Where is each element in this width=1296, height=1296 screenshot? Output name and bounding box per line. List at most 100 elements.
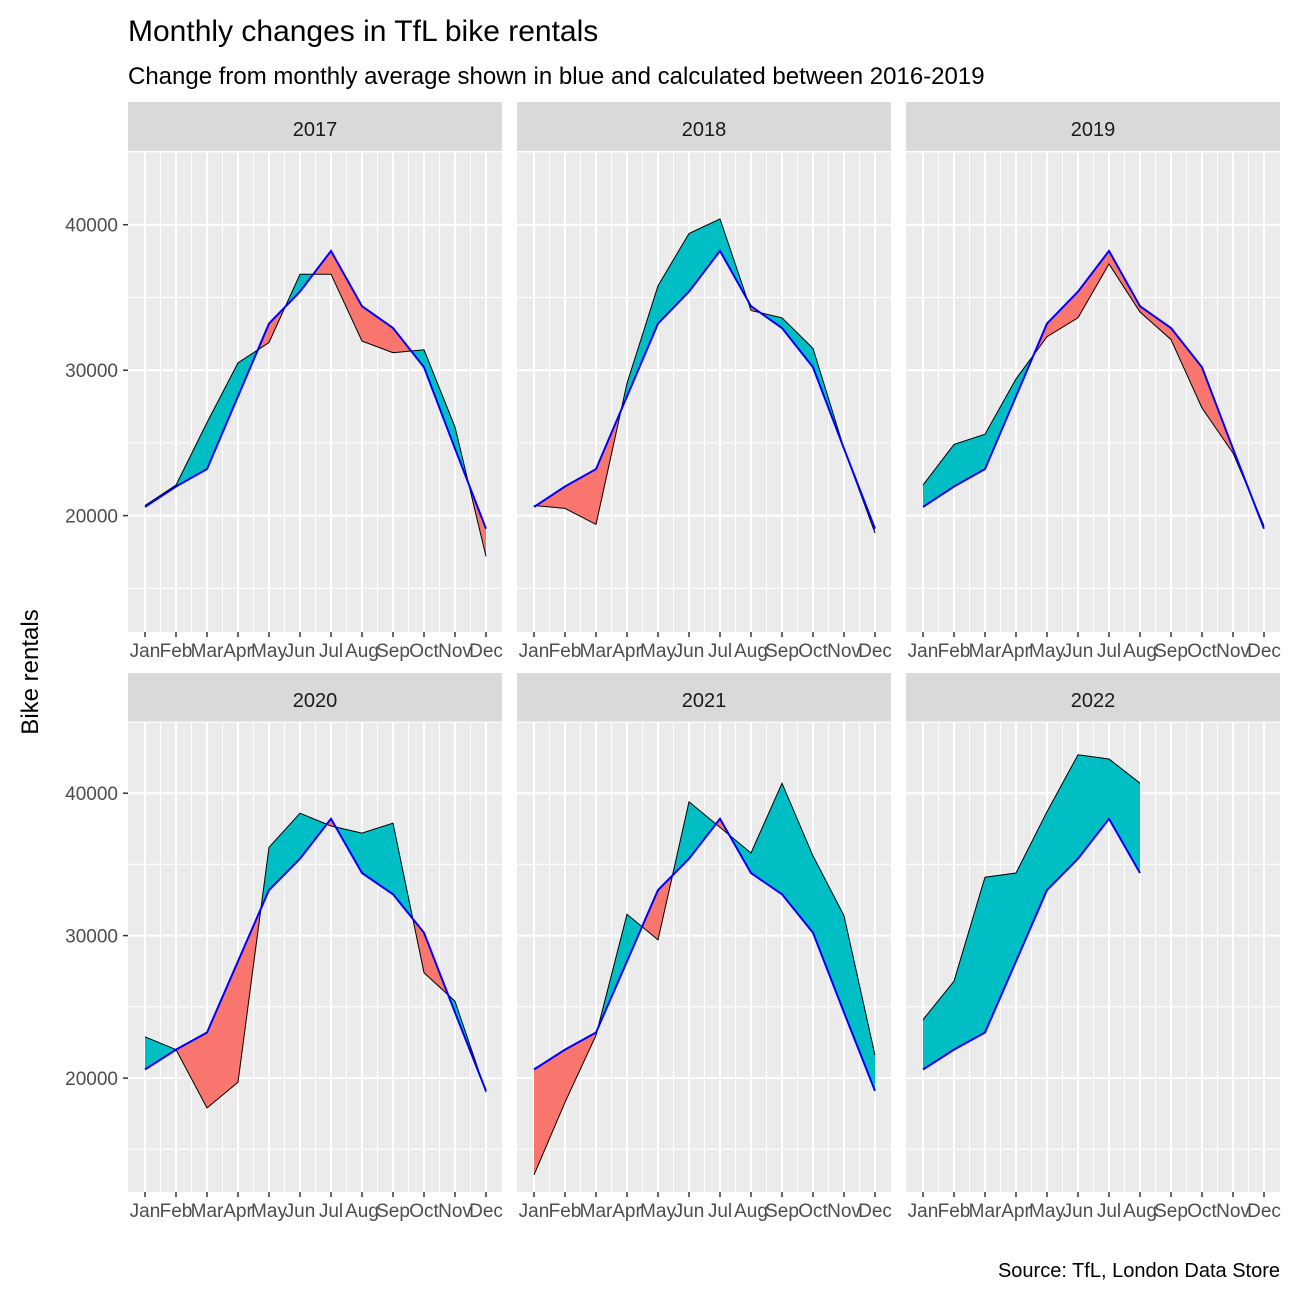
y-tick-label: 20000: [65, 1069, 118, 1090]
above-average-area: [627, 914, 642, 962]
x-tick-label: Jun: [285, 1201, 316, 1222]
below-average-area: [1078, 250, 1109, 318]
above-average-area: [782, 783, 813, 933]
facet-strip: [128, 102, 502, 151]
facet-strip: [906, 102, 1280, 151]
x-tick-label: Jun: [1063, 1201, 1094, 1222]
x-tick-label: Jan: [130, 1201, 161, 1222]
chart-caption: Source: TfL, London Data Store: [998, 1260, 1280, 1282]
y-tick-label: 20000: [65, 507, 118, 528]
x-tick-label: Sep: [376, 1201, 410, 1222]
x-tick-label: Jun: [285, 641, 316, 662]
x-tick-label: May: [1029, 641, 1065, 662]
above-average-area: [1016, 811, 1047, 962]
x-tick-label: May: [251, 1201, 287, 1222]
x-tick-label: Dec: [858, 641, 892, 662]
x-tick-label: Aug: [734, 641, 768, 662]
facet-strip-label: 2021: [682, 690, 727, 712]
x-tick-label: Oct: [409, 641, 439, 662]
y-tick-label: 40000: [65, 216, 118, 237]
x-tick-label: Jan: [908, 641, 939, 662]
x-tick-label: Oct: [798, 641, 828, 662]
gridlines: [128, 151, 502, 632]
x-tick-label: Jun: [1063, 641, 1094, 662]
chart-subtitle: Change from monthly average shown in blu…: [128, 63, 985, 90]
x-tick-label: May: [640, 641, 676, 662]
x-tick-label: Apr: [612, 1201, 642, 1222]
above-average-area: [1047, 754, 1078, 891]
y-tick-label: 30000: [65, 361, 118, 382]
facet-strip-label: 2020: [293, 690, 338, 712]
x-tick-label: Apr: [612, 641, 642, 662]
above-average-area: [844, 915, 875, 1091]
x-tick-label: Feb: [938, 641, 971, 662]
x-tick-label: Apr: [223, 1201, 253, 1222]
x-tick-label: Aug: [1123, 641, 1157, 662]
x-tick-label: Aug: [345, 641, 379, 662]
actual-rentals-line: [533, 218, 876, 534]
x-tick-label: Sep: [1154, 641, 1188, 662]
x-tick-label: Sep: [765, 1201, 799, 1222]
actual-rentals-line: [922, 754, 1141, 1021]
x-tick-label: Jun: [674, 641, 705, 662]
x-tick-label: Dec: [858, 1201, 892, 1222]
below-average-area: [176, 1032, 207, 1108]
below-average-area: [534, 1049, 565, 1175]
x-tick-label: Dec: [1247, 641, 1281, 662]
x-tick-label: Jul: [708, 641, 732, 662]
facet-strip-label: 2019: [1071, 119, 1116, 141]
above-average-area: [362, 823, 393, 895]
monthly-average-line: [922, 817, 1141, 1071]
facet-strip: [517, 102, 891, 151]
x-tick-label: Dec: [469, 641, 503, 662]
x-tick-label: Oct: [1187, 1201, 1217, 1222]
x-tick-label: Jun: [674, 1201, 705, 1222]
above-average-area: [207, 362, 238, 470]
above-average-area: [985, 378, 1016, 470]
x-tick-label: Nov: [1216, 641, 1250, 662]
facet-strip-label: 2017: [293, 119, 338, 141]
above-average-area: [689, 801, 716, 859]
actual-rentals-line: [144, 812, 487, 1109]
monthly-average-line: [533, 249, 876, 530]
x-tick-label: Apr: [1001, 641, 1031, 662]
below-average-area: [362, 306, 393, 353]
below-average-area: [331, 250, 362, 342]
x-tick-label: Sep: [765, 641, 799, 662]
x-tick-label: Jul: [319, 1201, 343, 1222]
above-average-area: [627, 285, 658, 397]
monthly-average-line: [922, 249, 1265, 530]
x-tick-label: Feb: [938, 1201, 971, 1222]
below-average-area: [1140, 306, 1171, 340]
facet-strip: [128, 673, 502, 722]
above-average-area: [954, 877, 985, 1050]
x-tick-label: Jan: [908, 1201, 939, 1222]
x-tick-label: Jan: [519, 641, 550, 662]
x-tick-label: Aug: [734, 1201, 768, 1222]
above-average-area: [269, 813, 300, 891]
facet-strip-label: 2022: [1071, 690, 1116, 712]
monthly-average-line: [144, 249, 487, 530]
x-tick-label: Feb: [160, 1201, 193, 1222]
x-tick-label: Mar: [191, 641, 224, 662]
above-average-area: [658, 233, 689, 324]
x-tick-label: Nov: [438, 1201, 472, 1222]
above-average-area: [145, 1036, 176, 1070]
actual-rentals-line: [922, 263, 1265, 526]
above-average-area: [813, 855, 844, 1013]
x-tick-label: Mar: [969, 641, 1002, 662]
x-tick-label: Nov: [827, 641, 861, 662]
x-tick-label: Oct: [798, 1201, 828, 1222]
x-tick-label: Dec: [469, 1201, 503, 1222]
facet-strip: [906, 673, 1280, 722]
x-tick-label: Jul: [319, 641, 343, 662]
facet-strip: [517, 673, 891, 722]
x-tick-label: May: [251, 641, 287, 662]
x-tick-label: Jan: [519, 1201, 550, 1222]
